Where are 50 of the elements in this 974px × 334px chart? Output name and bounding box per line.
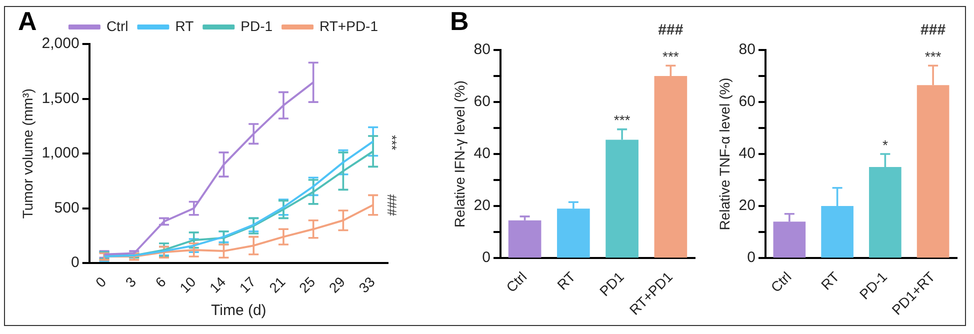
x-tick-label: 14	[206, 273, 229, 296]
annotation: ***	[384, 135, 400, 150]
annotation: ***	[662, 48, 680, 64]
point	[218, 244, 230, 259]
y-tick-label: 2,000	[42, 35, 80, 52]
annotation: ###	[384, 194, 400, 217]
y-tick-label: 40	[474, 145, 490, 162]
x-tick-label: RT	[818, 268, 842, 293]
y-axis-title: Relative TNF-α level (%)	[716, 78, 732, 230]
legend-label: Ctrl	[106, 18, 128, 34]
text: ###	[658, 22, 684, 39]
y-tick-label: 80	[738, 41, 756, 58]
annotation: ***	[924, 48, 942, 64]
x-tick-label: 21	[266, 273, 288, 296]
x-tick-label: 17	[236, 273, 259, 296]
y-tick-label: 0	[747, 249, 756, 266]
x-tick-label: 0	[92, 273, 110, 290]
y-axis-title: Tumor volume (mm³)	[19, 88, 36, 219]
y-tick-label: 1,500	[42, 90, 80, 107]
annotation: *	[882, 136, 888, 153]
text: ###	[920, 22, 946, 39]
x-tick-label: Ctrl	[768, 268, 794, 296]
point	[158, 246, 170, 259]
y-tick-label: 0	[482, 249, 490, 266]
y-tick-label: 80	[474, 41, 490, 58]
x-tick-label: 3	[122, 273, 140, 290]
y-tick-label: 60	[738, 93, 756, 110]
y-axis-title: Relative IFN-γ level (%)	[451, 80, 468, 228]
x-tick-label: 6	[152, 273, 169, 290]
x-tick-label: 25	[296, 273, 318, 296]
x-tick-label: 10	[176, 273, 199, 296]
y-tick-label: 20	[738, 197, 756, 214]
y-tick-label: 60	[474, 93, 490, 110]
y-tick-label: 0	[70, 254, 80, 272]
y-tick-label: 1,000	[42, 144, 80, 162]
y-tick-label: 500	[54, 199, 80, 216]
legend-label: RT+PD-1	[320, 18, 378, 34]
x-tick-label: Ctrl	[502, 268, 530, 296]
annotation: ***	[614, 112, 631, 128]
x-axis-title: Time (d)	[211, 302, 266, 320]
x-tick-label: 29	[326, 273, 348, 296]
x-tick-label: PD1	[596, 268, 628, 300]
chart-title: B	[450, 6, 469, 37]
y-tick-label: 20	[474, 197, 490, 214]
y-tick-label: 40	[738, 145, 756, 162]
x-tick-label: RT	[554, 268, 579, 293]
chart-title: A	[18, 6, 37, 37]
x-tick-label: 33	[356, 273, 378, 296]
legend-label: RT	[175, 18, 194, 34]
legend-label: PD-1	[240, 18, 273, 34]
